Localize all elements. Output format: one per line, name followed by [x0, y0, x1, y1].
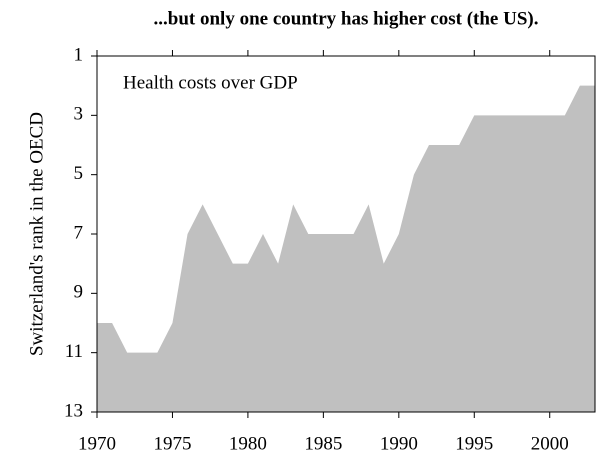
- x-tick-label: 1985: [304, 433, 342, 454]
- x-tick-label: 1990: [380, 433, 418, 454]
- y-tick-label: 7: [74, 222, 84, 243]
- area: [97, 85, 595, 413]
- x-tick-label: 1975: [153, 433, 191, 454]
- x-tick-label: 2000: [531, 433, 569, 454]
- chart-title: ...but only one country has higher cost …: [154, 8, 539, 29]
- x-tick-label: 1980: [229, 433, 267, 454]
- y-axis-label: Switzerland's rank in the OECD: [26, 112, 47, 356]
- y-tick-label: 3: [74, 104, 84, 125]
- x-tick-label: 1970: [78, 433, 116, 454]
- y-tick-label: 11: [65, 341, 83, 362]
- y-tick-label: 5: [74, 163, 84, 184]
- y-tick-label: 1: [74, 44, 84, 65]
- annotation: Health costs over GDP: [123, 72, 298, 93]
- y-tick-label: 9: [74, 282, 84, 303]
- x-tick-label: 1995: [455, 433, 493, 454]
- y-tick-label: 13: [64, 400, 83, 421]
